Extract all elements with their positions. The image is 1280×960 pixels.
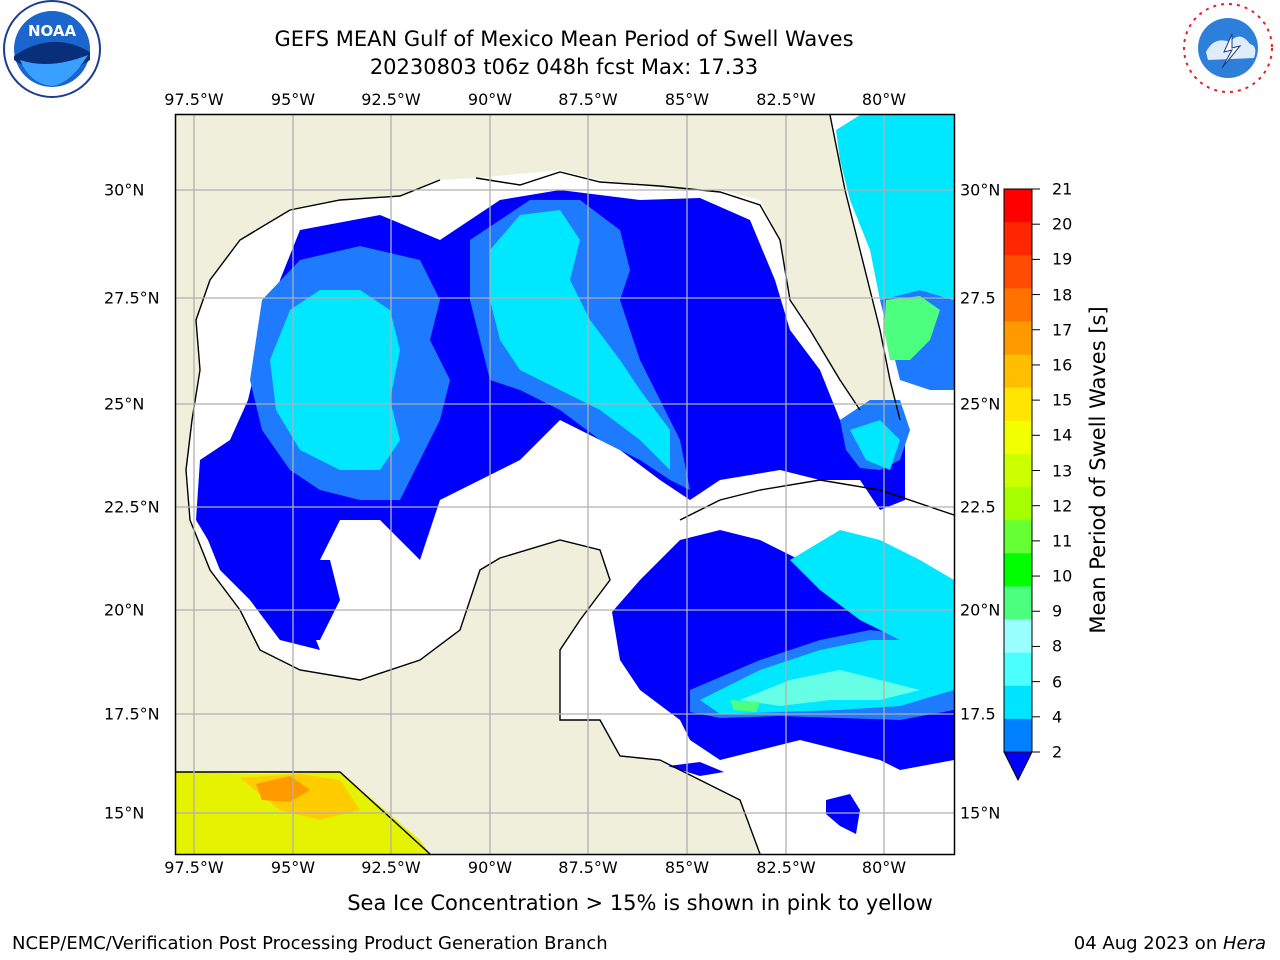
noaa-logo: NOAA — [3, 0, 101, 98]
pacific-max-period — [256, 776, 310, 802]
lon-tick-top: 87.5°W — [558, 90, 618, 109]
map-title: GEFS MEAN Gulf of Mexico Mean Period of … — [274, 27, 854, 51]
colorbar-tick-label: 12 — [1052, 496, 1073, 516]
lat-tick-right: 30°N — [960, 180, 1001, 200]
colorbar-title: Mean Period of Swell Waves [s] — [1086, 306, 1110, 634]
colorbar-tick-label: 10 — [1052, 566, 1073, 586]
colorbar-swatches — [1004, 188, 1040, 753]
lat-tick-left: 20°N — [104, 600, 145, 620]
lat-tick-left: 30°N — [104, 180, 145, 200]
sea-ice-footnote-text: Sea Ice Concentration > 15% is shown in … — [347, 891, 933, 915]
swell-6-8s-west — [270, 290, 400, 470]
colorbar-tick-label: 6 — [1052, 672, 1063, 692]
colorbar-tick-label: 15 — [1052, 390, 1073, 410]
swell-6-8s-keys — [850, 420, 900, 470]
footer-date-text: 04 Aug 2023 on — [1073, 933, 1223, 954]
colorbar-swatch — [1004, 354, 1032, 389]
colorbar-swatch — [1004, 420, 1032, 455]
lat-tick-left: 15°N — [104, 803, 145, 823]
swell-2-4s-honduras — [668, 762, 724, 776]
colorbar-tick-label: 2 — [1052, 742, 1063, 762]
swell-6-8s-atlantic — [836, 115, 954, 300]
noaa-logo-text: NOAA — [28, 22, 77, 40]
sea-ice-footnote: Sea Ice Concentration > 15% is shown in … — [0, 891, 1280, 915]
colorbar-swatch — [1004, 520, 1032, 554]
colorbar-swatch — [1004, 222, 1032, 256]
lat-tick-left: 27.5°N — [104, 288, 160, 308]
lat-tick-left: 25°N — [104, 394, 145, 414]
lat-tick-right: 17.5 — [960, 704, 996, 724]
swell-9-10s-atlantic — [884, 296, 940, 360]
lon-tick-top: 97.5°W — [164, 90, 224, 109]
lon-tick-bottom: 97.5°W — [164, 858, 224, 877]
colorbar-swatch — [1004, 685, 1032, 720]
colorbar-tick-label: 14 — [1052, 425, 1073, 445]
colorbar-tick-label: 4 — [1052, 707, 1063, 727]
colorbar-tick-label: 16 — [1052, 355, 1073, 375]
colorbar-swatch — [1004, 453, 1032, 488]
footer-date: 04 Aug 2023 on Hera — [1074, 933, 1266, 954]
colorbar-tick-label: 11 — [1052, 531, 1073, 551]
lon-tick-bottom: 80°W — [861, 858, 907, 877]
lon-tick-top: 85°W — [664, 90, 710, 109]
nws-logo — [1182, 2, 1274, 94]
colorbar-swatch — [1004, 652, 1032, 687]
colorbar-swatch — [1004, 619, 1032, 654]
colorbar-tick-label: 8 — [1052, 636, 1063, 656]
colorbar-swatch — [1004, 586, 1032, 621]
colorbar — [1003, 188, 1040, 782]
colorbar-swatch — [1004, 189, 1032, 223]
lon-tick-bottom: 85°W — [664, 858, 710, 877]
swell-6-8s-central — [490, 210, 670, 470]
swell-9-10s-caribbean — [730, 700, 760, 712]
lat-tick-right: 25°N — [960, 394, 1001, 414]
footer-host: Hera — [1222, 933, 1266, 954]
lon-tick-top: 90°W — [467, 90, 513, 109]
colorbar-extend-arrow — [1003, 751, 1033, 782]
colorbar-frame — [1003, 188, 1033, 753]
colorbar-swatch — [1004, 553, 1032, 587]
lon-tick-bottom: 90°W — [467, 858, 513, 877]
lon-tick-top: 80°W — [861, 90, 907, 109]
lon-tick-bottom: 82.5°W — [756, 858, 816, 877]
lon-tick-bottom: 92.5°W — [361, 858, 421, 877]
colorbar-tick-label: 9 — [1052, 601, 1063, 621]
colorbar-tick-label: 18 — [1052, 285, 1073, 305]
lat-tick-right: 22.5 — [960, 497, 996, 517]
swell-2-4s-small — [826, 794, 860, 834]
lon-tick-top: 82.5°W — [756, 90, 816, 109]
lat-tick-right: 15°N — [960, 803, 1001, 823]
coastline — [176, 115, 954, 854]
lon-tick-top: 95°W — [270, 90, 316, 109]
colorbar-swatch — [1004, 387, 1032, 422]
lon-tick-bottom: 87.5°W — [558, 858, 618, 877]
map-panel — [174, 113, 956, 856]
lon-tick-bottom: 95°W — [270, 858, 316, 877]
colorbar-tick-label: 20 — [1052, 214, 1073, 234]
colorbar-tick-label: 17 — [1052, 320, 1073, 340]
colorbar-tick-label: 13 — [1052, 461, 1073, 480]
colorbar-tick-label: 19 — [1052, 249, 1073, 269]
colorbar-swatch — [1004, 487, 1032, 521]
gridlines — [176, 115, 954, 854]
swell-6-8s-caribbean-north — [790, 530, 954, 650]
lat-tick-right: 20°N — [960, 600, 1001, 620]
colorbar-swatch — [1004, 255, 1032, 289]
map-frame — [174, 113, 956, 856]
swell-8-9s-caribbean — [740, 670, 920, 706]
colorbar-tick-label: 21 — [1052, 179, 1073, 199]
lat-tick-right: 27.5 — [960, 288, 996, 308]
map-subtitle: 20230803 t06z 048h fcst Max: 17.33 — [369, 55, 759, 79]
lat-tick-left: 17.5°N — [104, 704, 160, 724]
lat-tick-left: 22.5°N — [104, 497, 160, 517]
colorbar-swatch — [1004, 288, 1032, 322]
lon-tick-top: 92.5°W — [361, 90, 421, 109]
colorbar-swatch — [1004, 321, 1032, 356]
footer-credit: NCEP/EMC/Verification Post Processing Pr… — [12, 933, 608, 954]
colorbar-swatch — [1004, 718, 1032, 753]
